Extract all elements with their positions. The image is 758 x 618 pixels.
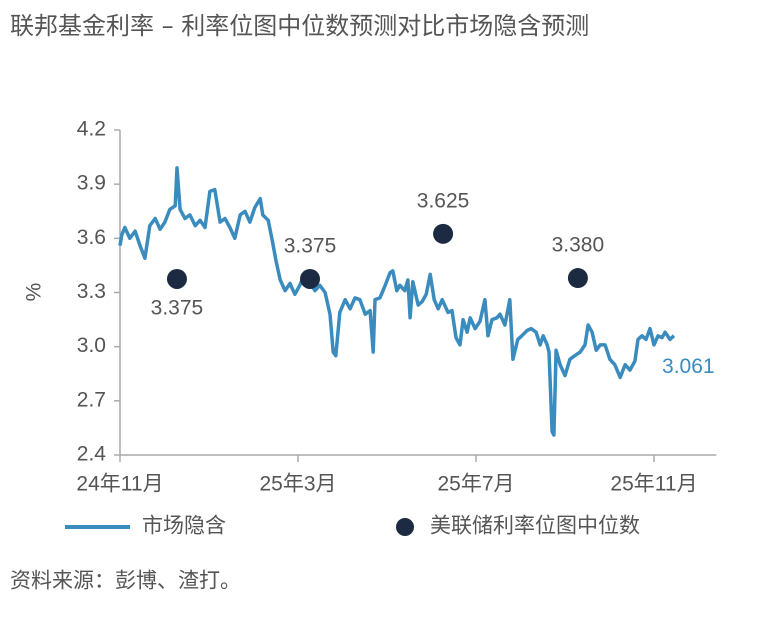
y-tick-label: 3.0 [77, 334, 106, 357]
x-tick-label: 25年3月 [259, 473, 336, 496]
market-line [118, 166, 676, 437]
source-note: 资料来源：彭博、渣打。 [10, 570, 241, 593]
legend-swatch [396, 518, 414, 536]
chart-title: 联邦基金利率 – 利率位图中位数预测对比市场隐含预测 [10, 12, 590, 40]
dot-value-label: 3.380 [552, 234, 605, 257]
y-tick-label: 3.3 [77, 280, 106, 303]
dot-value-label: 3.375 [151, 297, 204, 320]
y-tick-label: 3.6 [77, 226, 106, 249]
dot-plot-marker [300, 268, 321, 289]
x-tick-label: 25年7月 [437, 473, 514, 496]
end-value-label: 3.061 [662, 355, 715, 378]
legend-label: 美联储利率位图中位数 [430, 515, 640, 538]
x-tick-label: 25年11月 [610, 473, 697, 496]
y-tick-label: 4.2 [77, 118, 106, 141]
dot-value-label: 3.375 [284, 235, 337, 258]
x-tick-label: 24年11月 [76, 473, 163, 496]
legend-label: 市场隐含 [142, 515, 226, 538]
y-tick-label: 3.9 [77, 172, 106, 195]
dot-plot-marker [433, 223, 454, 244]
dot-plot-marker [567, 268, 588, 289]
y-axis-label: % [23, 283, 46, 302]
y-tick-label: 2.4 [77, 443, 107, 466]
y-tick-label: 2.7 [77, 388, 106, 411]
dot-value-label: 3.625 [417, 189, 470, 212]
dot-plot-marker [166, 268, 187, 289]
